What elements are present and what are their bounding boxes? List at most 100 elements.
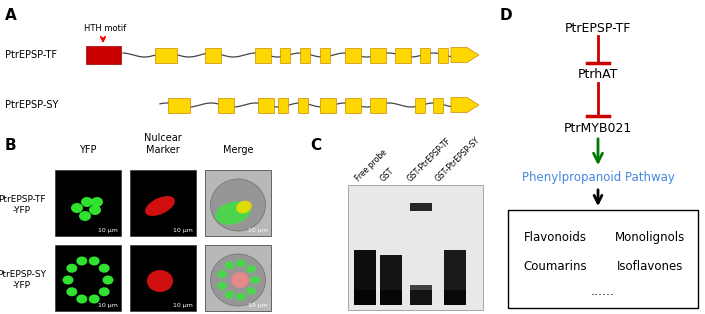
Bar	[320, 98, 336, 112]
Bar	[298, 98, 308, 112]
Text: HTH motif: HTH motif	[84, 24, 126, 33]
Text: PtrMYB021: PtrMYB021	[564, 122, 632, 134]
Ellipse shape	[211, 179, 266, 231]
Text: 10 μm: 10 μm	[173, 303, 193, 308]
Text: 10 μm: 10 μm	[248, 303, 268, 308]
Ellipse shape	[79, 211, 91, 221]
Text: PtrhAT: PtrhAT	[578, 68, 618, 82]
FancyArrow shape	[451, 47, 479, 62]
Ellipse shape	[99, 264, 110, 273]
Ellipse shape	[91, 197, 103, 207]
Ellipse shape	[216, 201, 250, 225]
Ellipse shape	[102, 275, 114, 284]
Bar	[345, 98, 361, 112]
Ellipse shape	[66, 287, 78, 296]
Bar	[444, 290, 466, 305]
FancyArrow shape	[451, 98, 479, 112]
Ellipse shape	[76, 257, 87, 265]
Bar	[370, 47, 386, 62]
Text: 10 μm: 10 μm	[98, 228, 118, 233]
Ellipse shape	[250, 276, 260, 284]
Text: PtrEPSP-SY
-YFP: PtrEPSP-SY -YFP	[0, 270, 47, 290]
Ellipse shape	[147, 270, 173, 292]
Bar	[130, 170, 196, 236]
Ellipse shape	[236, 259, 246, 267]
Bar	[354, 290, 376, 305]
Bar	[354, 250, 376, 305]
Bar	[205, 245, 271, 311]
Text: 10 μm: 10 μm	[98, 303, 118, 308]
Bar	[410, 290, 432, 305]
Ellipse shape	[81, 197, 93, 207]
Ellipse shape	[224, 261, 235, 269]
Ellipse shape	[76, 295, 87, 304]
Ellipse shape	[224, 291, 235, 299]
Bar	[415, 98, 425, 112]
Ellipse shape	[63, 275, 73, 284]
Bar	[410, 285, 432, 305]
Bar	[444, 250, 466, 305]
Ellipse shape	[99, 287, 110, 296]
Bar	[300, 47, 310, 62]
Text: Merge: Merge	[223, 145, 253, 155]
Ellipse shape	[89, 205, 101, 215]
Text: Phenylpropanoid Pathway: Phenylpropanoid Pathway	[522, 171, 675, 185]
Bar	[420, 47, 430, 62]
Bar	[280, 47, 290, 62]
Bar	[395, 47, 411, 62]
Ellipse shape	[211, 254, 266, 306]
Bar	[508, 210, 698, 308]
Text: PtrEPSP-TF: PtrEPSP-TF	[565, 21, 631, 35]
Ellipse shape	[236, 201, 252, 213]
Text: A: A	[5, 8, 17, 23]
Bar	[410, 203, 432, 211]
Bar	[370, 98, 386, 112]
Bar	[258, 98, 274, 112]
Text: Free probe: Free probe	[354, 148, 389, 183]
Ellipse shape	[71, 203, 83, 213]
Text: GST-PtrEPSP-TF: GST-PtrEPSP-TF	[405, 136, 453, 183]
Text: Isoflavones: Isoflavones	[618, 260, 684, 273]
Bar	[380, 255, 402, 305]
Ellipse shape	[246, 287, 256, 295]
Text: Coumarins: Coumarins	[524, 260, 587, 273]
Ellipse shape	[236, 293, 246, 301]
Bar	[255, 47, 271, 62]
Bar	[130, 245, 196, 311]
Text: Nulcear
Marker: Nulcear Marker	[144, 133, 182, 155]
Bar	[345, 47, 361, 62]
Text: PtrEPSP-TF: PtrEPSP-TF	[5, 50, 57, 60]
Ellipse shape	[145, 196, 175, 216]
Text: 10 μm: 10 μm	[248, 228, 268, 233]
Bar	[218, 98, 234, 112]
Ellipse shape	[231, 272, 249, 288]
Text: ......: ......	[591, 285, 615, 298]
Text: Monolignols: Monolignols	[615, 231, 686, 244]
Bar	[205, 170, 271, 236]
Ellipse shape	[89, 295, 99, 304]
Bar	[155, 47, 177, 62]
Text: GST-PtrEPSP-SY: GST-PtrEPSP-SY	[434, 135, 482, 183]
Text: C: C	[310, 138, 321, 153]
Bar	[433, 98, 443, 112]
Text: 10 μm: 10 μm	[173, 228, 193, 233]
Ellipse shape	[246, 265, 256, 273]
Text: GST: GST	[379, 166, 396, 183]
Ellipse shape	[66, 264, 78, 273]
Ellipse shape	[217, 270, 227, 278]
Ellipse shape	[217, 282, 227, 290]
Bar	[380, 290, 402, 305]
Text: D: D	[500, 8, 513, 23]
Bar	[205, 47, 221, 62]
Bar	[86, 46, 121, 64]
Ellipse shape	[89, 257, 99, 265]
Bar	[168, 98, 190, 112]
Text: B: B	[5, 138, 17, 153]
Bar	[278, 98, 288, 112]
Text: PtrEPSP-TF
-YFP: PtrEPSP-TF -YFP	[0, 195, 46, 215]
Bar	[320, 47, 330, 62]
Text: Flavonoids: Flavonoids	[524, 231, 587, 244]
Bar	[348, 185, 483, 310]
Bar	[55, 170, 121, 236]
Bar	[438, 47, 448, 62]
